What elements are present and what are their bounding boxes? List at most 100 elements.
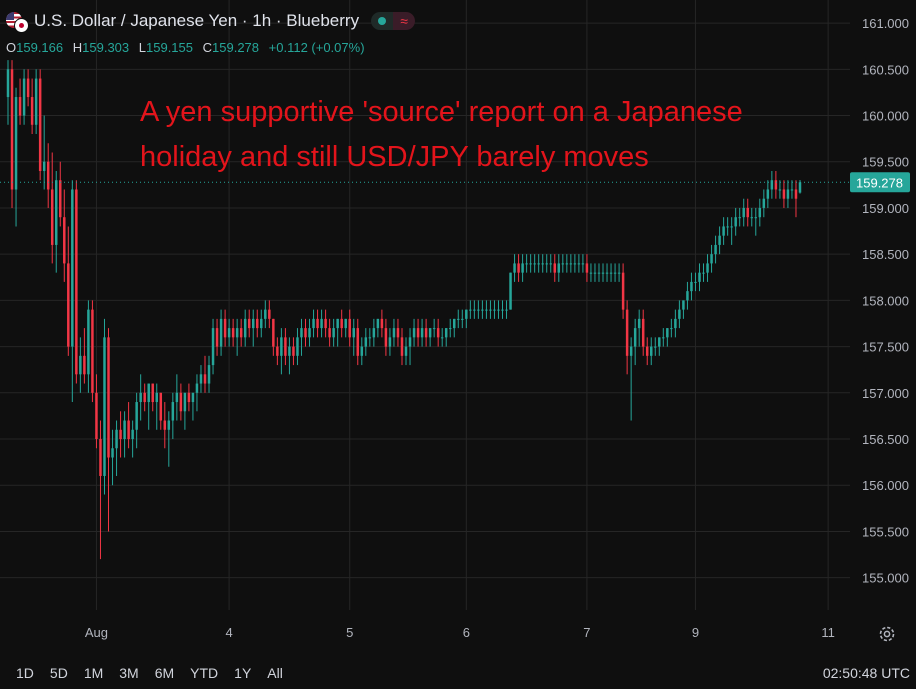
price-tick-label: 161.000 bbox=[862, 16, 909, 31]
ohlc-high-key: H bbox=[72, 40, 83, 55]
candle bbox=[485, 300, 488, 319]
candle bbox=[686, 281, 689, 310]
candle bbox=[416, 318, 420, 347]
gear-icon[interactable] bbox=[877, 624, 897, 644]
candle bbox=[10, 60, 14, 208]
ohlc-open-value: 159.166 bbox=[16, 40, 64, 55]
candle bbox=[203, 355, 207, 393]
candle bbox=[380, 309, 384, 338]
candle bbox=[549, 254, 552, 273]
candle bbox=[609, 263, 613, 282]
timeframe-1d[interactable]: 1D bbox=[16, 665, 34, 681]
time-tick-label: 11 bbox=[821, 625, 835, 640]
candle bbox=[666, 328, 669, 347]
candle bbox=[601, 263, 605, 282]
candle bbox=[195, 374, 199, 412]
candle bbox=[171, 392, 175, 440]
candle bbox=[605, 263, 609, 282]
candle bbox=[537, 254, 540, 273]
candle bbox=[384, 318, 388, 356]
candles-layer bbox=[6, 60, 802, 560]
candle bbox=[517, 254, 520, 282]
timeframe-1m[interactable]: 1M bbox=[83, 665, 104, 681]
candle bbox=[553, 254, 557, 282]
timeframe-1y[interactable]: 1Y bbox=[234, 665, 252, 681]
candle bbox=[239, 318, 243, 347]
candle bbox=[790, 180, 794, 199]
candle bbox=[513, 254, 516, 282]
candle bbox=[18, 78, 22, 125]
candle bbox=[408, 328, 412, 366]
time-tick-label: Aug bbox=[85, 625, 108, 640]
candle bbox=[316, 309, 319, 338]
candle bbox=[742, 198, 745, 227]
candle bbox=[577, 254, 581, 273]
symbol-title[interactable]: U.S. Dollar / Japanese Yen · 1h · Bluebe… bbox=[34, 11, 360, 30]
candle bbox=[368, 328, 372, 347]
candle bbox=[545, 254, 548, 273]
chart-annotation[interactable]: A yen supportive 'source' report on a Ja… bbox=[140, 96, 743, 173]
candle bbox=[360, 337, 364, 366]
ohlc-legend: O159.166 H159.303 L159.155 C159.278 +0.1… bbox=[6, 40, 371, 55]
candle bbox=[147, 383, 150, 430]
price-tick-label: 156.000 bbox=[862, 478, 909, 493]
candle bbox=[264, 300, 267, 329]
price-axis[interactable]: 161.000 160.500 160.000 159.500 159.000 158.5… bbox=[862, 16, 909, 586]
candle bbox=[67, 226, 70, 356]
candle bbox=[654, 337, 657, 356]
timeframe-3m[interactable]: 3M bbox=[119, 665, 139, 681]
candle bbox=[268, 300, 271, 329]
ohlc-change: +0.112 (+0.07%) bbox=[268, 40, 365, 55]
data-delay-icon[interactable]: ≈ bbox=[393, 12, 416, 30]
candle bbox=[199, 365, 203, 393]
timeframe-ytd[interactable]: YTD bbox=[190, 665, 219, 681]
candle bbox=[42, 115, 46, 190]
time-tick-label: 9 bbox=[692, 625, 699, 640]
candle bbox=[501, 300, 504, 319]
utc-clock[interactable]: 02:50:48 UTC bbox=[822, 665, 910, 681]
timeframe-6m[interactable]: 6M bbox=[154, 665, 175, 681]
candle bbox=[682, 300, 685, 319]
candle bbox=[722, 217, 725, 245]
price-tick-label: 157.500 bbox=[862, 340, 909, 355]
price-tick-label: 159.500 bbox=[862, 155, 909, 170]
candle bbox=[396, 318, 400, 347]
candle bbox=[123, 411, 126, 458]
candle bbox=[227, 318, 231, 347]
candle bbox=[412, 318, 416, 347]
candle bbox=[392, 318, 396, 347]
candle bbox=[706, 254, 709, 282]
candle bbox=[690, 272, 693, 301]
candle bbox=[352, 318, 355, 356]
candle bbox=[207, 355, 211, 393]
last-price-label: 159.278 bbox=[856, 175, 903, 190]
candle bbox=[453, 318, 456, 338]
candle bbox=[22, 69, 26, 125]
candle bbox=[280, 328, 283, 375]
candle bbox=[718, 226, 721, 255]
time-axis[interactable]: Aug 4 5 6 7 9 11 bbox=[85, 625, 835, 640]
timeframe-5d[interactable]: 5D bbox=[49, 665, 68, 681]
candle bbox=[629, 337, 633, 421]
candle bbox=[46, 143, 50, 208]
candle bbox=[754, 207, 758, 236]
candle bbox=[557, 254, 561, 282]
price-tick-label: 160.500 bbox=[862, 62, 909, 77]
candle bbox=[782, 180, 786, 208]
candle bbox=[637, 309, 641, 347]
candle bbox=[79, 337, 82, 393]
candle bbox=[589, 263, 593, 282]
ohlc-close-value: 159.278 bbox=[212, 40, 260, 55]
candle bbox=[223, 309, 227, 347]
candle bbox=[272, 318, 275, 356]
candle bbox=[617, 263, 621, 282]
candle bbox=[300, 318, 303, 356]
candle bbox=[155, 383, 158, 430]
candle bbox=[131, 420, 134, 458]
market-open-icon[interactable] bbox=[371, 12, 394, 30]
timeframe-all[interactable]: All bbox=[267, 665, 283, 681]
candle bbox=[151, 383, 154, 412]
candle bbox=[593, 263, 597, 282]
